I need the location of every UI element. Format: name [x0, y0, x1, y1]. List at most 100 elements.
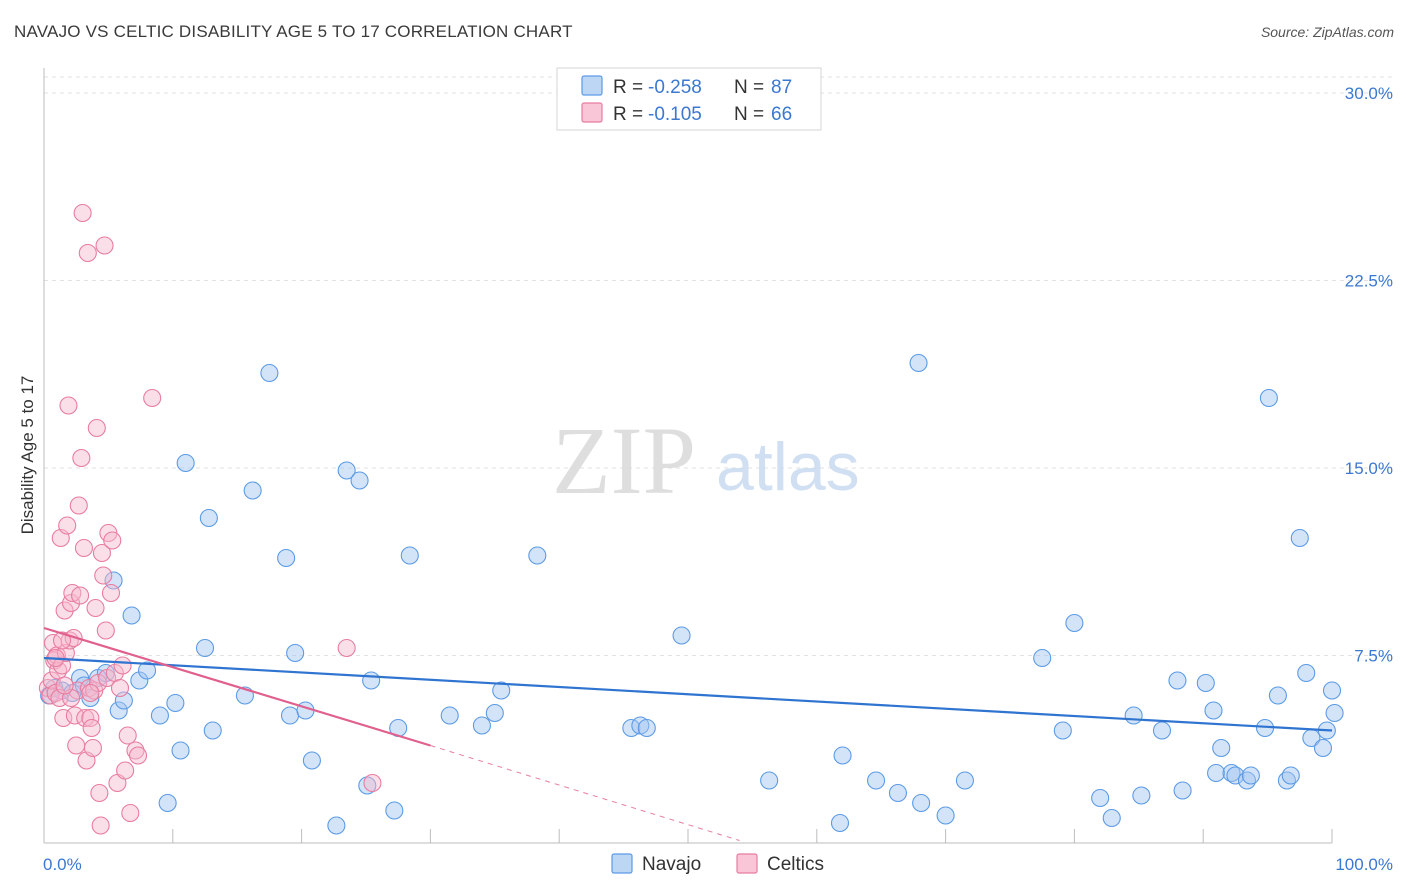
navajo-point: [302, 751, 321, 770]
celtics-point: [58, 516, 77, 535]
tick-labels: 7.5% 15.0% 22.5% 30.0% 0.0% 100.0%: [43, 84, 1393, 874]
chart-title: NAVAJO VS CELTIC DISABILITY AGE 5 TO 17 …: [14, 22, 573, 41]
watermark: ZIP atlas: [552, 407, 860, 514]
navajo-point: [286, 643, 305, 663]
stats-legend: R = -0.258 N = 87 R = -0.105 N = 66: [556, 67, 822, 131]
navajo-point: [130, 671, 149, 690]
celtics-point: [72, 448, 91, 468]
navajo-point: [1091, 788, 1110, 808]
navajo-point: [260, 363, 279, 383]
navajo-point: [485, 703, 504, 723]
data-points: [38, 203, 1344, 835]
trend-lines: [43, 626, 1333, 841]
navajo-point: [1207, 763, 1226, 783]
y-axis-title: Disability Age 5 to 17: [18, 376, 37, 535]
celtics-point: [110, 678, 130, 698]
celtics-point: [65, 706, 84, 725]
navajo-point: [1259, 388, 1278, 408]
navajo-swatch: [581, 75, 603, 96]
navajo-point: [203, 721, 222, 740]
celtics-point: [128, 746, 148, 765]
navajo-point: [912, 793, 931, 813]
navajo-point: [1152, 721, 1172, 740]
navajo-point: [150, 706, 169, 725]
celtics-point: [121, 803, 140, 823]
navajo-point: [277, 548, 296, 568]
celtics-point: [55, 601, 74, 620]
celtics-point: [116, 761, 135, 780]
legend-navajo-label: Navajo: [642, 854, 701, 875]
navajo-point: [1204, 701, 1223, 720]
navajo-point: [955, 771, 974, 790]
celtics-point: [90, 783, 109, 803]
axes: [43, 68, 1332, 844]
navajo-point: [385, 801, 404, 820]
navajo-point: [866, 771, 886, 790]
chart-source: Source: ZipAtlas.com: [1260, 24, 1394, 40]
celtics-point: [126, 741, 145, 760]
celtics-point: [113, 656, 132, 675]
celtics-trend-line: [43, 626, 431, 747]
celtics-trend-extension: [430, 745, 740, 841]
navajo-point: [1124, 706, 1143, 725]
celtics-point: [55, 676, 74, 695]
navajo-point: [1132, 786, 1151, 805]
celtics-point: [101, 583, 121, 603]
navajo-point: [1033, 648, 1052, 668]
celtics-point: [86, 598, 105, 618]
celtics-point: [52, 631, 72, 650]
celtics-point: [89, 673, 108, 693]
navajo-point: [637, 718, 656, 738]
watermark-zip: ZIP: [552, 407, 696, 514]
navajo-point: [1226, 766, 1245, 785]
navajo-point: [243, 481, 262, 500]
watermark-atlas: atlas: [716, 429, 860, 505]
celtics-point: [96, 621, 115, 640]
legend-celtics-label: Celtics: [767, 854, 824, 875]
navajo-point: [137, 661, 157, 680]
celtics-point: [54, 708, 73, 728]
celtics-point: [143, 388, 162, 408]
y-tick-label: 7.5%: [1354, 647, 1393, 666]
navajo-point: [830, 813, 850, 833]
navajo-n-value: 87: [771, 77, 792, 98]
legend-navajo-swatch: [611, 853, 633, 874]
navajo-point: [195, 638, 215, 658]
celtics-r-value: -0.105: [648, 104, 702, 125]
navajo-point: [171, 741, 190, 760]
celtics-point: [78, 243, 97, 263]
celtics-point: [83, 738, 102, 758]
celtics-point: [59, 396, 78, 415]
y-tick-label: 30.0%: [1345, 84, 1393, 103]
navajo-point: [936, 806, 955, 825]
navajo-n-label: N =: [734, 77, 764, 98]
navajo-point: [1212, 738, 1231, 758]
navajo-point: [1281, 766, 1300, 785]
navajo-point: [350, 471, 369, 490]
navajo-trend-line: [43, 656, 1333, 732]
celtics-point: [363, 773, 382, 793]
celtics-point: [82, 718, 101, 738]
navajo-point: [400, 546, 419, 565]
celtics-n-label: N =: [734, 104, 764, 125]
navajo-point: [1102, 808, 1121, 828]
celtics-point: [92, 543, 112, 563]
navajo-point: [440, 706, 459, 725]
y-tick-label: 22.5%: [1345, 272, 1393, 291]
navajo-point: [1065, 613, 1084, 633]
navajo-point: [1297, 663, 1316, 683]
celtics-point: [76, 708, 95, 728]
navajo-point: [1268, 686, 1287, 705]
navajo-point: [888, 783, 907, 803]
celtics-point: [87, 418, 106, 438]
navajo-point: [1241, 766, 1260, 785]
navajo-point: [122, 606, 141, 625]
navajo-point: [327, 816, 346, 835]
navajo-point: [1325, 703, 1344, 723]
x-tick-label: 0.0%: [43, 855, 82, 874]
celtics-r-label: R =: [613, 104, 643, 125]
navajo-point: [1322, 681, 1342, 700]
navajo-point: [1290, 528, 1309, 548]
navajo-point: [528, 546, 547, 565]
